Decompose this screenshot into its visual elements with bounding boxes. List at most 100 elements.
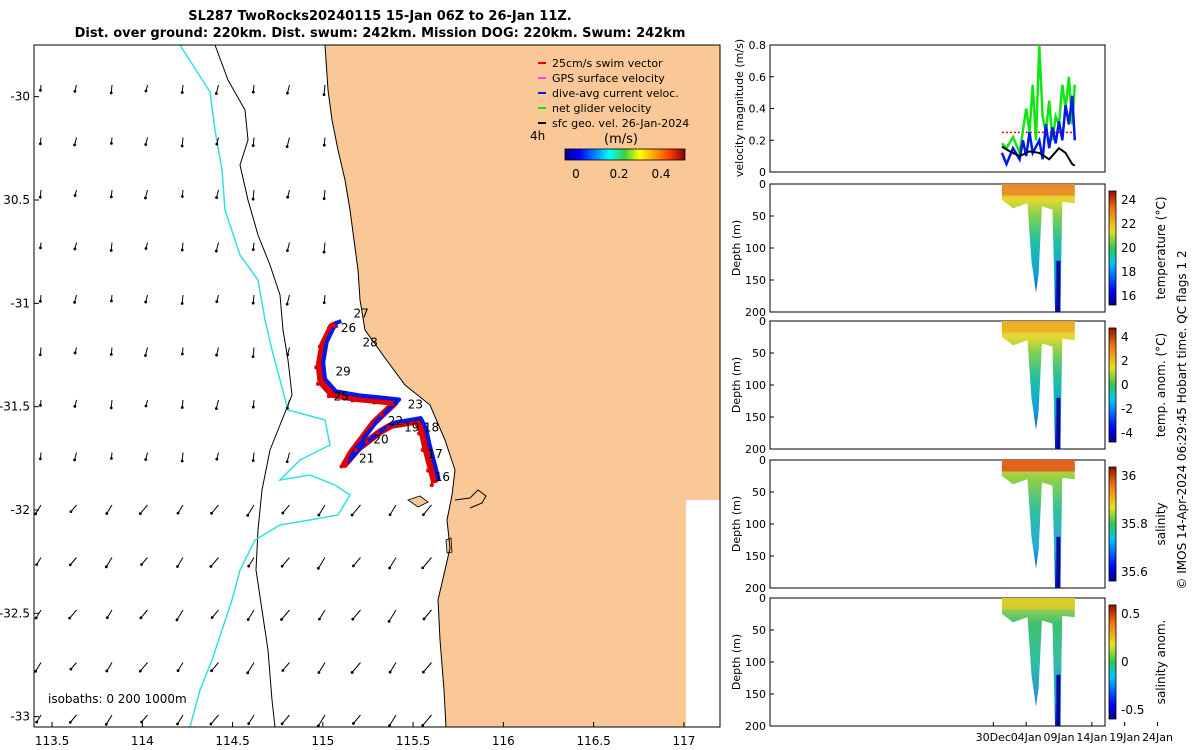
- current-vector: [211, 609, 219, 618]
- current-vector-head: [421, 513, 425, 517]
- current-vector: [106, 609, 113, 618]
- figure-title-line1: SL287 TwoRocks20240115 15-Jan 06Z to 26-…: [188, 9, 572, 24]
- track-point: [386, 425, 391, 430]
- section-colorbar-tick: 4: [1121, 330, 1129, 344]
- map-x-tick-label: 115.5: [396, 734, 430, 748]
- current-vector: [177, 504, 184, 514]
- current-vector: [252, 347, 255, 357]
- section-surface-layer: [1001, 460, 1075, 472]
- track-point: [326, 326, 331, 331]
- day-label: 20: [373, 433, 388, 447]
- current-vector-head: [38, 299, 42, 303]
- current-vector: [247, 609, 255, 620]
- current-vector-head: [251, 197, 255, 201]
- section-y-tick-label: 200: [745, 443, 766, 456]
- day-label: 28: [363, 336, 378, 350]
- current-vector: [318, 504, 326, 516]
- section-colorbar: [1108, 604, 1117, 720]
- current-vector-head: [251, 144, 255, 147]
- current-vector-head: [105, 512, 109, 515]
- current-vector: [317, 714, 326, 727]
- current-vector-head: [38, 457, 42, 461]
- current-vector: [215, 242, 219, 252]
- current-vector-head: [421, 670, 425, 674]
- current-vector: [139, 662, 148, 672]
- current-vector-head: [285, 145, 289, 149]
- current-vector: [423, 662, 432, 673]
- current-vector-head: [73, 143, 77, 147]
- current-vector: [35, 504, 42, 515]
- current-vector: [317, 557, 326, 569]
- map-y-axis: -30 30.5 -31 -31.5 -32 -32.5 -33: [0, 90, 39, 724]
- current-vector: [176, 609, 184, 621]
- current-vector-head: [388, 513, 392, 517]
- current-vector: [353, 557, 361, 567]
- current-vector-head: [140, 563, 143, 566]
- day-label: 29: [335, 365, 350, 379]
- current-vector-head: [39, 403, 42, 407]
- current-vector: [422, 557, 432, 569]
- current-vector-head: [34, 669, 37, 673]
- current-vector-head: [352, 722, 355, 725]
- track-point: [314, 365, 319, 370]
- current-vector-head: [38, 142, 42, 146]
- section-surface-layer: [1001, 184, 1075, 196]
- current-vector-head: [280, 564, 284, 568]
- section-panel: 0 50 100 150 200 Depth (m) 24 22 20 18 16 temperatu…: [730, 178, 1168, 319]
- section-y-tick-label: 0: [759, 315, 766, 328]
- velocity-y-axis: 0 0.2 0.4 0.6 0.8: [749, 39, 774, 179]
- current-vector-head: [39, 88, 42, 92]
- current-vector-head: [110, 142, 113, 145]
- section-colorbar-tick: 22: [1121, 217, 1136, 231]
- track-point: [426, 468, 431, 473]
- map-colorbar: [564, 148, 686, 161]
- current-vector-head: [73, 194, 77, 197]
- section-colorbar-tick: 35.8: [1121, 517, 1148, 531]
- current-vector: [282, 504, 290, 514]
- section-deep-core: [1056, 674, 1061, 726]
- current-vector-head: [246, 618, 250, 621]
- section-colorbar-tick: 24: [1121, 193, 1136, 207]
- current-vector-head: [39, 246, 42, 250]
- section-deep-core: [1056, 536, 1061, 588]
- current-vector-head: [180, 91, 184, 94]
- current-vector-head: [180, 352, 184, 356]
- current-vector-head: [281, 511, 285, 515]
- track-point: [326, 394, 331, 399]
- section-deep-core: [1056, 260, 1061, 312]
- section-colorbar-tick: -4: [1121, 426, 1133, 440]
- velocity-y-tick-label: 0.2: [749, 134, 767, 147]
- track-point: [364, 439, 369, 444]
- current-vector-head: [317, 513, 321, 517]
- section-ylabel: Depth (m): [730, 634, 743, 690]
- current-vector-head: [176, 565, 179, 568]
- current-vector-head: [69, 510, 73, 514]
- current-vector-head: [421, 723, 425, 727]
- section-colorbar-tick: -0.5: [1121, 703, 1144, 717]
- section-y-tick-label: 150: [745, 550, 766, 563]
- legend-gps-label: GPS surface velocity: [552, 72, 665, 85]
- current-vector: [389, 557, 397, 569]
- current-vector-head: [251, 355, 255, 358]
- current-vector: [70, 504, 77, 512]
- isobath-200m: [214, 45, 293, 727]
- track-point: [417, 431, 422, 436]
- current-vector: [286, 452, 290, 462]
- current-vector-field: [34, 84, 432, 728]
- current-vector: [106, 662, 113, 672]
- current-vector: [286, 242, 290, 251]
- current-vector-head: [209, 565, 213, 568]
- current-vector: [352, 609, 361, 620]
- day-label: 19: [404, 420, 419, 434]
- current-vector-head: [38, 195, 42, 199]
- current-vector: [69, 557, 77, 566]
- section-colorbar-label: salinity anom.: [1154, 620, 1168, 705]
- current-vector-head: [109, 352, 113, 356]
- current-vector-head: [144, 196, 147, 200]
- track-point: [372, 400, 376, 405]
- current-vector: [211, 504, 219, 514]
- current-vector-head: [34, 512, 37, 516]
- current-vector-head: [251, 90, 255, 94]
- current-vector: [139, 504, 148, 514]
